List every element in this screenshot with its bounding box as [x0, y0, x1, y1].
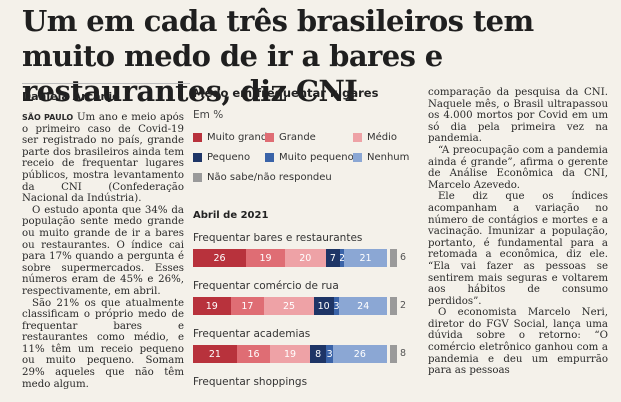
legend-label: Muito pequeno	[279, 152, 354, 163]
paragraph-text: Um ano e meio após o primeiro caso de Co…	[22, 112, 184, 205]
bar-segment: 7	[325, 249, 340, 267]
bar-value-label: 2	[400, 300, 407, 311]
byline: Daniela Arcanjo	[22, 90, 120, 103]
bar-segment: 8	[309, 345, 327, 363]
legend-swatch	[265, 153, 274, 162]
legend-item: Não sabe/não respondeu	[193, 172, 332, 183]
bar-segment: 26	[193, 249, 247, 267]
bar-segment: 3	[333, 297, 340, 315]
article-column-right: comparação da pesquisa da CNI. Naquele m…	[428, 87, 608, 402]
paragraph: comparação da pesquisa da CNI. Naquele m…	[428, 87, 608, 145]
legend-label: Muito grande	[207, 132, 274, 143]
legend-swatch	[193, 133, 202, 142]
bar-segment: 19	[193, 297, 231, 315]
bar-value-label: 8	[400, 348, 407, 359]
legend-item: Muito grande	[193, 132, 273, 143]
paragraph: O estudo aponta que 34% da população sen…	[22, 204, 184, 297]
divider	[22, 83, 190, 84]
bar-category-label: Frequentar comércio de rua	[193, 280, 339, 292]
bar-segment: 16	[236, 345, 271, 363]
bar-category-label: Frequentar shoppings	[193, 376, 308, 388]
bar-segment: 17	[230, 297, 265, 315]
legend-label: Não sabe/não respondeu	[207, 172, 332, 183]
legend-label: Pequeno	[207, 152, 251, 163]
legend-item: Médio	[353, 132, 397, 143]
legend-item: Muito pequeno	[265, 152, 354, 163]
legend-item: Grande	[265, 132, 316, 143]
bar-segment: 20	[284, 249, 326, 267]
bar-segment: 26	[332, 345, 387, 363]
bar-segment: 19	[270, 345, 310, 363]
dateline: SÃO PAULO	[22, 113, 74, 122]
bar-segment: 21	[193, 345, 237, 363]
legend-label: Médio	[367, 132, 398, 143]
bar-segment-nao-sabe	[390, 249, 397, 267]
legend-swatch	[193, 153, 202, 162]
legend-label: Grande	[279, 132, 316, 143]
bar-segment: 3	[326, 345, 333, 363]
paragraph: São 21% os que atualmente classificam o …	[22, 297, 184, 390]
bar-segment: 19	[246, 249, 285, 267]
bar-value-label: 6	[400, 252, 407, 263]
article-column-left: SÃO PAULO Um ano e meio após o primeiro …	[22, 112, 184, 402]
bar-category-label: Frequentar bares e restaurantes	[193, 232, 363, 244]
paragraph: SÃO PAULO Um ano e meio após o primeiro …	[22, 112, 184, 205]
chart-unit: Em %	[193, 109, 224, 121]
headline: Um em cada três brasileiros tem muito me…	[22, 4, 534, 108]
bar-segment-nao-sabe	[390, 345, 397, 363]
chart-period: Abril de 2021	[193, 210, 269, 221]
bar-segment: 24	[339, 297, 387, 315]
legend-item: Pequeno	[193, 152, 250, 163]
legend-swatch	[265, 133, 274, 142]
legend-swatch	[193, 173, 202, 182]
stacked-bar: 19 17 25 10 3 24	[193, 297, 387, 315]
paragraph: Ele diz que os índices acompanham a vari…	[428, 191, 608, 307]
legend-swatch	[353, 133, 362, 142]
bar-segment: 2	[340, 249, 345, 267]
legend-swatch	[353, 153, 362, 162]
bar-category-label: Frequentar academias	[193, 328, 311, 340]
stacked-bar: 21 16 19 8 3 26	[193, 345, 387, 363]
stacked-bar-chart: Medo em frequentar lugares Em % Muito gr…	[189, 86, 419, 400]
bar-segment: 21	[344, 249, 387, 267]
chart-title: Medo em frequentar lugares	[193, 86, 379, 100]
bar-segment-nao-sabe	[390, 297, 397, 315]
bar-segment: 10	[313, 297, 334, 315]
stacked-bar: 26 19 20 7 2 21	[193, 249, 387, 267]
paragraph: “A preocupação com a pandemia ainda é gr…	[428, 144, 608, 191]
bar-segment: 25	[264, 297, 314, 315]
legend-label: Nenhum	[367, 152, 410, 163]
paragraph: O economista Marcelo Neri, diretor do FG…	[428, 307, 608, 377]
legend-item: Nenhum	[353, 152, 409, 163]
